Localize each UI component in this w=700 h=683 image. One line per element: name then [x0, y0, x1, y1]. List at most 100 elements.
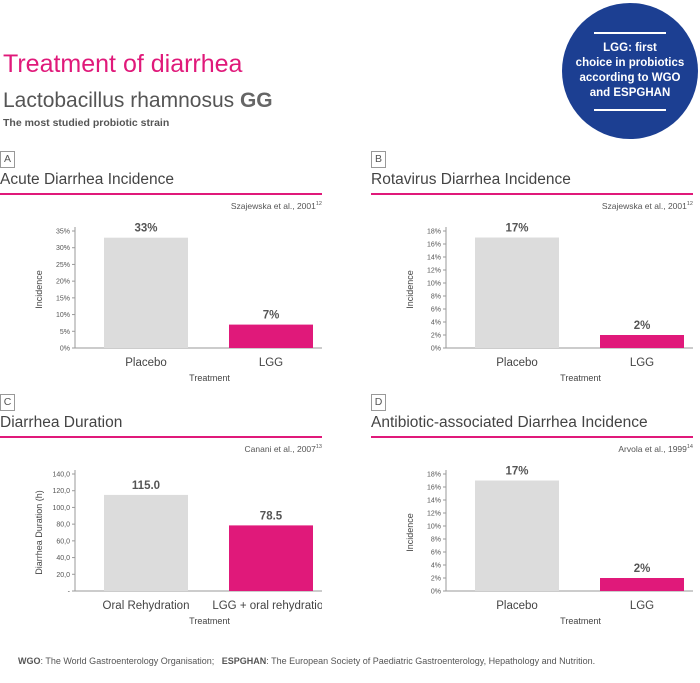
y-tick-label: 10%	[427, 281, 441, 288]
panel-letter: B	[371, 151, 386, 168]
panel-letter: D	[371, 394, 386, 411]
y-tick-label: 12%	[427, 511, 441, 518]
bar-value-label: 78.5	[260, 510, 283, 522]
bar-value-label: 33%	[134, 223, 157, 235]
y-tick-label: 35%	[56, 229, 70, 236]
y-tick-label: 30%	[56, 245, 70, 252]
panel-divider	[0, 436, 322, 438]
citation-ref: 12	[686, 201, 693, 208]
panel-title: Acute Diarrhea Incidence	[0, 171, 175, 188]
y-tick-label: 10%	[427, 524, 441, 531]
bar-control	[475, 480, 559, 591]
page-title: Treatment of diarrhea	[3, 50, 243, 78]
y-tick-label: 2%	[431, 333, 441, 340]
badge-rule-bottom	[594, 109, 666, 111]
x-axis-title: Treatment	[189, 373, 230, 383]
y-tick-label: 5%	[60, 329, 70, 336]
y-tick-label: 0%	[431, 346, 441, 353]
bar-lgg	[600, 335, 684, 348]
y-tick-label: 12%	[427, 268, 441, 275]
subtitle-main: Lactobacillus rhamnosus	[3, 89, 235, 112]
panel-divider	[0, 193, 322, 195]
y-tick-label: 140,0	[52, 472, 70, 479]
panel-rotavirus: B Rotavirus Diarrhea Incidence Szajewska…	[371, 151, 693, 383]
y-tick-label: 20%	[56, 279, 70, 286]
y-tick-label: 8%	[431, 537, 441, 544]
bar-control	[104, 237, 188, 348]
footer-abbr-wgo: WGO	[18, 656, 41, 666]
x-axis-title: Treatment	[189, 616, 230, 626]
citation-ref: 14	[686, 444, 693, 451]
panel-acute-diarrhea: A Acute Diarrhea Incidence Szajewska et …	[0, 151, 322, 383]
panel-antibiotic-diarrhea: D Antibiotic-associated Diarrhea Inciden…	[371, 394, 693, 626]
y-axis-title: Incidence	[405, 513, 415, 552]
y-tick-label: 10%	[56, 312, 70, 319]
bar-lgg	[229, 324, 313, 348]
footer-text-espghan: : The European Society of Paediatric Gas…	[266, 656, 596, 666]
badge-line: according to WGO	[579, 72, 681, 84]
y-tick-label: 18%	[427, 229, 441, 236]
bar-lgg	[600, 578, 684, 591]
citation-text: Arvola et al., 1999	[618, 444, 687, 454]
bar-chart: 0% 2% 4% 6% 8% 10% 12% 14% 16% 18% Incidence 17% Pla…	[405, 466, 693, 626]
citation-text: Szajewska et al., 2001	[230, 201, 316, 211]
bar-control	[104, 494, 188, 591]
y-tick-label: 0%	[431, 589, 441, 596]
footer-note: WGO: The World Gastroenterology Organisa…	[18, 656, 595, 666]
y-tick-label: 15%	[56, 295, 70, 302]
bar-value-label: 2%	[634, 320, 651, 332]
bar-value-label: 17%	[505, 466, 528, 478]
y-tick-label: 8%	[431, 294, 441, 301]
bar-value-label: 7%	[263, 310, 280, 322]
panel-divider	[371, 436, 693, 438]
badge-line: choice in probiotics	[575, 57, 685, 69]
panel-title: Rotavirus Diarrhea Incidence	[371, 171, 571, 188]
citation-text: Szajewska et al., 2001	[601, 201, 687, 211]
bar-value-label: 17%	[505, 223, 528, 235]
y-tick-label: 4%	[431, 563, 441, 570]
citation: Szajewska et al., 200112	[602, 201, 693, 211]
bar-chart: 0% 2% 4% 6% 8% 10% 12% 14% 16% 18% Incidence 17% Pla…	[405, 223, 693, 383]
bar-value-label: 115.0	[132, 480, 160, 492]
panel-diarrhea-duration: C Diarrhea Duration Canani et al., 20071…	[0, 394, 322, 626]
recommendation-badge: LGG: first choice in probiotics accordin…	[562, 3, 698, 139]
tagline: The most studied probiotic strain	[3, 117, 170, 129]
x-category-label: Placebo	[125, 357, 167, 369]
citation-text: Canani et al., 2007	[244, 444, 316, 454]
bar-lgg	[229, 525, 313, 591]
bar-control	[475, 237, 559, 348]
bar-chart: 0% 5% 10% 15% 20% 25% 30% 35% Incidence 33% Placeb…	[34, 223, 322, 383]
y-tick-label: 40,0	[56, 555, 70, 562]
y-axis-title: Incidence	[405, 270, 415, 309]
citation: Arvola et al., 199914	[618, 444, 693, 454]
bar-chart: - 20,0 40,0 60,0 80,0 100,0 120,0 140,0 Diarrhea…	[34, 470, 322, 626]
y-tick-label: 120,0	[52, 488, 70, 495]
panel-letter: C	[0, 394, 15, 411]
badge-text: LGG: first choice in probiotics accordin…	[570, 41, 690, 101]
bar-value-label: 2%	[634, 563, 651, 575]
badge-line: LGG: first	[603, 42, 657, 54]
x-axis-title: Treatment	[560, 616, 601, 626]
y-axis-title: Incidence	[34, 270, 44, 309]
x-category-label: LGG	[630, 600, 654, 612]
y-tick-label: 4%	[431, 320, 441, 327]
y-tick-label: 16%	[427, 242, 441, 249]
y-tick-label: 60,0	[56, 538, 70, 545]
page-subtitle: Lactobacillus rhamnosus GG	[3, 89, 273, 113]
y-tick-label: 100,0	[52, 505, 70, 512]
x-category-label: LGG	[259, 357, 283, 369]
x-axis-title: Treatment	[560, 373, 601, 383]
citation-ref: 12	[315, 201, 322, 208]
y-axis-title: Diarrhea Duration (h)	[34, 490, 44, 575]
y-tick-label: 6%	[431, 550, 441, 557]
y-tick-label: 20,0	[56, 572, 70, 579]
y-tick-label: 18%	[427, 472, 441, 479]
y-tick-label: -	[68, 589, 71, 596]
footer-text-wgo: : The World Gastroenterology Organisatio…	[40, 656, 215, 666]
y-tick-label: 80,0	[56, 522, 70, 529]
panel-divider	[371, 193, 693, 195]
panel-title: Antibiotic-associated Diarrhea Incidence	[371, 414, 648, 431]
x-category-label: Placebo	[496, 357, 538, 369]
badge-line: and ESPGHAN	[589, 87, 671, 99]
y-tick-label: 0%	[60, 346, 70, 353]
